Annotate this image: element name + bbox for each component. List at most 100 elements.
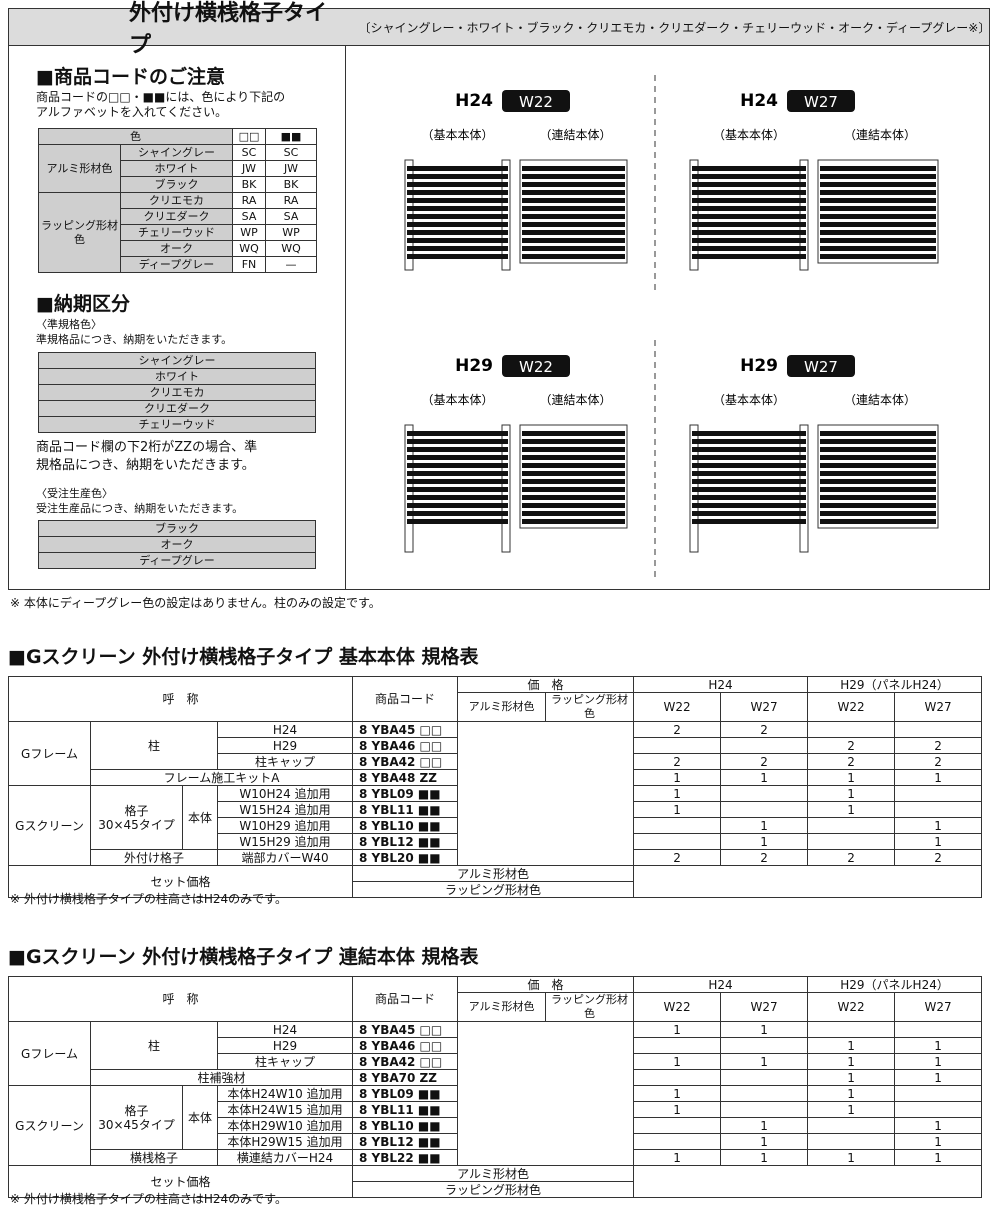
color-code: JW bbox=[265, 160, 317, 177]
row: ディープグレー FN — bbox=[39, 256, 317, 273]
slat bbox=[407, 214, 508, 219]
header-cell: アルミ形材色 bbox=[457, 992, 547, 1022]
slat bbox=[407, 439, 508, 444]
header-row: アルミ形材色 ラッピング形材色 W22 W27 W22 W27 bbox=[9, 992, 983, 1022]
slat bbox=[522, 471, 625, 476]
slat bbox=[407, 455, 508, 460]
slat bbox=[820, 495, 936, 500]
color-name: シャイングレー bbox=[38, 352, 316, 369]
color-name: クリエモカ bbox=[38, 384, 316, 401]
slat bbox=[692, 222, 806, 227]
set-row: ラッピング形材色 bbox=[9, 881, 982, 898]
code-cell: 8 YBL12 ■■ bbox=[352, 833, 459, 850]
set-blank bbox=[633, 1165, 983, 1198]
qty-cell: 1 bbox=[720, 1117, 809, 1134]
qty-cell: 1 bbox=[894, 1069, 983, 1086]
header-cell: 価 格 bbox=[457, 976, 635, 993]
color-code: RA bbox=[232, 192, 266, 209]
sub-text: 準規格品につき、納期をいただきます。 bbox=[36, 333, 233, 346]
name-cell: 本体 bbox=[182, 1085, 218, 1150]
qty-cell bbox=[633, 1133, 722, 1150]
slat bbox=[820, 174, 936, 179]
qty-cell: 2 bbox=[720, 849, 809, 866]
slat bbox=[522, 519, 625, 524]
slat bbox=[407, 487, 508, 492]
code-cell: 8 YBL10 ■■ bbox=[352, 817, 459, 834]
color-code: RA bbox=[265, 192, 317, 209]
slat bbox=[407, 198, 508, 203]
slat bbox=[820, 519, 936, 524]
row: クリエダーク bbox=[38, 400, 316, 417]
panel-frame bbox=[8, 45, 990, 590]
note-line: アルファベットを入れてください。 bbox=[36, 105, 228, 119]
slat bbox=[692, 230, 806, 235]
code-cell: 8 YBL10 ■■ bbox=[352, 1117, 459, 1134]
qty-cell bbox=[720, 737, 809, 754]
color-name: オーク bbox=[38, 536, 316, 553]
name-cell: 本体 bbox=[182, 785, 218, 850]
price-cell bbox=[457, 721, 635, 866]
qty-cell: 1 bbox=[807, 769, 896, 786]
header-cell: H29（パネルH24） bbox=[807, 976, 983, 993]
name-cell: 柱キャップ bbox=[216, 753, 354, 770]
slat bbox=[820, 222, 936, 227]
slat bbox=[522, 182, 625, 187]
color-name: ブラック bbox=[120, 176, 233, 193]
width-label: W22 bbox=[519, 358, 553, 376]
row: ブラック bbox=[38, 520, 316, 537]
slat bbox=[522, 463, 625, 468]
row: オーク WQ WQ bbox=[39, 240, 317, 257]
part-label: （基本本体） bbox=[713, 128, 785, 142]
name-cell: W15H29 追加用 bbox=[216, 833, 354, 850]
slat bbox=[522, 503, 625, 508]
row: アルミ形材色 シャイングレー SC SC bbox=[38, 144, 317, 193]
qty-cell bbox=[807, 1133, 896, 1150]
qty-cell bbox=[807, 833, 896, 850]
qty-cell: 1 bbox=[807, 785, 896, 802]
height-label: H29 bbox=[455, 356, 493, 376]
slat bbox=[820, 238, 936, 243]
slat bbox=[522, 495, 625, 500]
header-title: 外付け横桟格子タイプ bbox=[129, 1, 328, 58]
slat bbox=[522, 214, 625, 219]
name-cell: 外付け格子 bbox=[90, 849, 218, 866]
qty-cell: 2 bbox=[720, 721, 809, 738]
qty-cell: 1 bbox=[720, 833, 809, 850]
section-title: ■納期区分 bbox=[36, 293, 130, 315]
note: ※ 外付け横桟格子タイプの柱高さはH24のみです。 bbox=[10, 1192, 287, 1206]
width-badge bbox=[502, 355, 570, 377]
header-bar: 外付け横桟格子タイプ 〔シャイングレー・ホワイト・ブラック・クリエモカ・クリエダ… bbox=[8, 1, 990, 58]
qty-cell bbox=[894, 1101, 983, 1118]
qty-cell: 2 bbox=[633, 721, 722, 738]
slat bbox=[692, 190, 806, 195]
footnote: ※ 本体にディープグレー色の設定はありません。柱のみの設定です。 bbox=[10, 596, 381, 610]
color-code: SA bbox=[232, 208, 266, 225]
slat bbox=[692, 519, 806, 524]
group-cell: ラッピング形材色 bbox=[38, 192, 121, 273]
slat bbox=[522, 246, 625, 251]
qty-cell bbox=[720, 1085, 809, 1102]
slat bbox=[407, 471, 508, 476]
height-label: H24 bbox=[455, 91, 493, 111]
color-code: BK bbox=[265, 176, 317, 193]
header-cell: H29（パネルH24） bbox=[807, 676, 983, 693]
color-name: クリエモカ bbox=[120, 192, 233, 209]
code-cell: 8 YBA46 □□ bbox=[352, 737, 459, 754]
code-cell: 8 YBL09 ■■ bbox=[352, 1085, 459, 1102]
row: Gフレーム柱 H24 8 YBA45 □□ 2 2 bbox=[8, 721, 983, 866]
name-cell: 柱 bbox=[90, 721, 218, 770]
qty-cell: 2 bbox=[807, 849, 896, 866]
name-cell: H24 bbox=[216, 721, 354, 738]
set-label: セット価格 bbox=[7, 865, 354, 898]
name-cell: Gスクリーン bbox=[8, 1085, 91, 1166]
slat bbox=[407, 222, 508, 227]
row: チェリーウッド bbox=[38, 416, 316, 433]
row: オーク bbox=[38, 536, 316, 553]
name-cell: 端部カバーW40 bbox=[216, 849, 354, 866]
header-row: 呼 称商品コード価 格 H24 H29（パネルH24） bbox=[7, 976, 983, 1022]
color-code: FN bbox=[232, 256, 266, 273]
code-cell: 8 YBL20 ■■ bbox=[352, 849, 459, 866]
row: シャイングレー bbox=[38, 352, 316, 369]
code-cell: 8 YBA42 □□ bbox=[352, 753, 459, 770]
header-cell: W22 bbox=[633, 992, 722, 1022]
